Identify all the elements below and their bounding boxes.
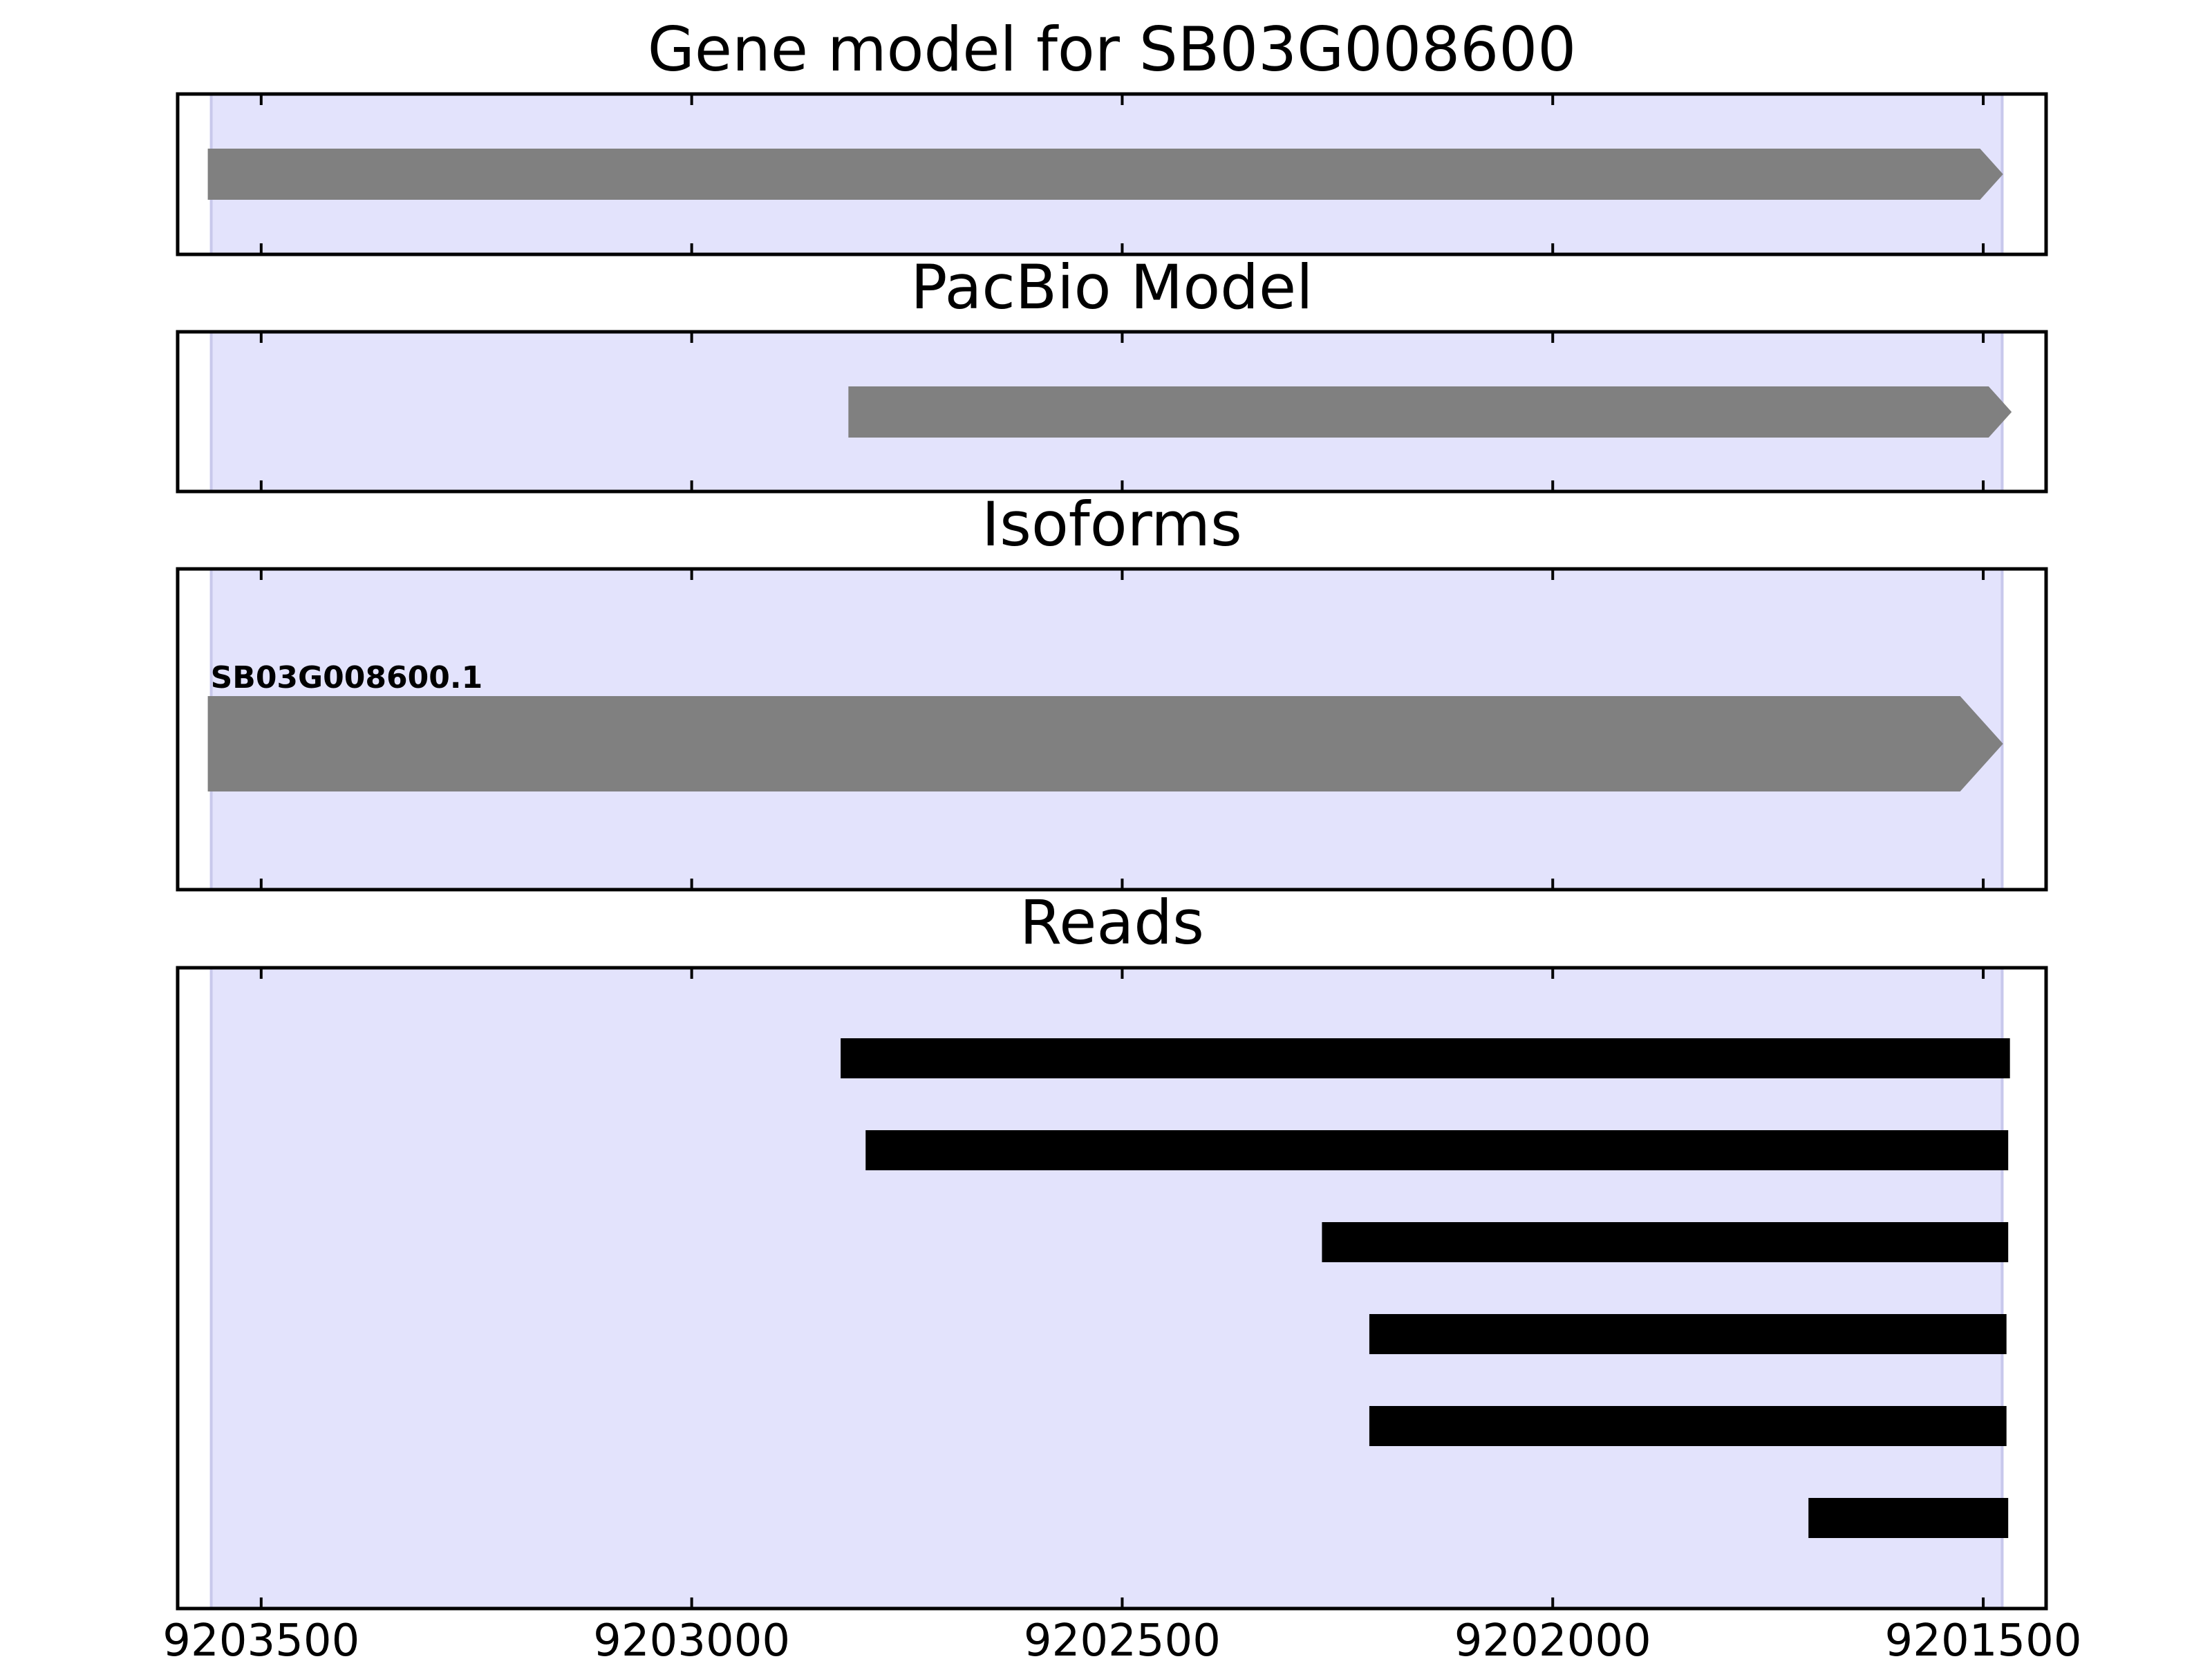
read-bar: [841, 1038, 2010, 1078]
read-bar: [1369, 1406, 2007, 1446]
read-bar: [865, 1130, 2009, 1170]
x-tick-label: 9203000: [593, 1615, 790, 1659]
pacbio-model-feature-arrow: [848, 386, 2012, 438]
reads-panel-frame: [176, 966, 2048, 1611]
pacbio-model-panel-frame: [176, 330, 2048, 494]
reads-title: Reads: [1020, 887, 1204, 958]
read-bar: [1322, 1222, 2009, 1262]
isoforms-panel-frame: [176, 567, 2048, 892]
x-tick-label: 9201500: [1885, 1615, 2082, 1659]
read-bar: [1369, 1314, 2007, 1354]
pacbio-model-title: PacBio Model: [910, 252, 1313, 323]
x-tick-label: 9202500: [1024, 1615, 1221, 1659]
gene-model-title: Gene model for SB03G008600: [648, 14, 1577, 85]
x-tick-label: 9203500: [162, 1615, 359, 1659]
x-tick-label: 9202000: [1454, 1615, 1651, 1659]
gene-model-feature-arrow: [207, 149, 2003, 200]
isoform-label: SB03G008600.1: [211, 660, 483, 695]
isoforms-title: Isoforms: [982, 489, 1242, 560]
read-bar: [1808, 1498, 2009, 1538]
gene-model-panel-frame: [176, 92, 2048, 256]
isoforms-feature-arrow: [207, 696, 2003, 791]
